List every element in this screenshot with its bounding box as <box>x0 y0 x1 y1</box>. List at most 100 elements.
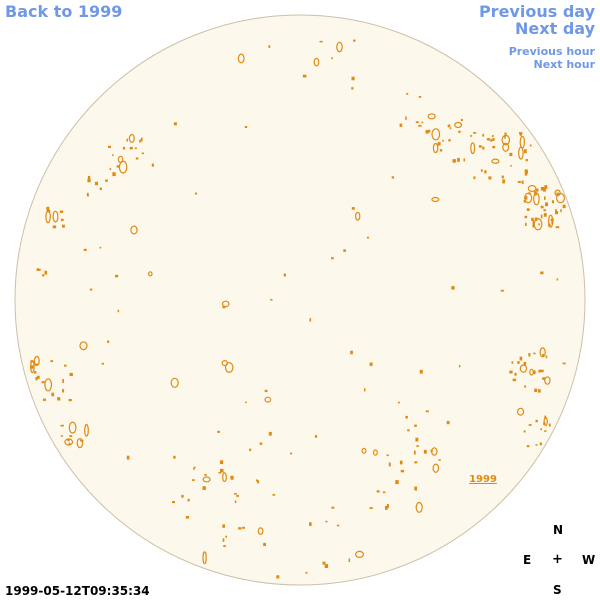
feature-contour-323 <box>202 551 207 565</box>
feature-contour-236 <box>257 527 264 535</box>
next-day-link[interactable]: Next day <box>515 19 595 38</box>
feature-speck-331 <box>526 445 530 448</box>
feature-speck-96 <box>126 138 128 142</box>
feature-contour-27 <box>548 214 554 228</box>
feature-speck-291 <box>500 289 504 292</box>
feature-speck-243 <box>309 522 312 526</box>
feature-speck-253 <box>218 472 221 474</box>
feature-speck-252 <box>249 448 252 451</box>
feature-speck-146 <box>69 435 73 437</box>
feature-speck-284 <box>556 278 559 281</box>
feature-speck-67 <box>491 138 495 141</box>
feature-speck-70 <box>484 170 487 174</box>
feature-speck-213 <box>376 490 380 493</box>
solar-disk <box>14 14 586 586</box>
feature-speck-127 <box>51 392 55 397</box>
feature-contour-299 <box>224 362 234 373</box>
feature-speck-129 <box>50 360 53 363</box>
feature-speck-87 <box>463 158 465 162</box>
feature-contour-19 <box>527 185 537 193</box>
feature-speck-61 <box>492 135 494 138</box>
feature-speck-39 <box>538 223 540 226</box>
feature-speck-79 <box>473 132 477 134</box>
feature-speck-232 <box>222 524 225 528</box>
back-to-year-link[interactable]: Back to 1999 <box>5 2 123 21</box>
feature-speck-222 <box>172 501 175 504</box>
feature-speck-55 <box>482 146 485 150</box>
feature-contour-171 <box>544 376 551 385</box>
year-label-link[interactable]: 1999 <box>469 474 497 485</box>
feature-speck-73 <box>523 149 527 154</box>
feature-speck-226 <box>204 474 207 476</box>
feature-contour-66 <box>518 146 524 160</box>
feature-speck-74 <box>502 179 506 184</box>
feature-contour-131 <box>33 355 40 367</box>
feature-speck-301 <box>223 545 226 547</box>
feature-speck-137 <box>41 381 45 384</box>
feature-speck-241 <box>325 520 328 523</box>
feature-speck-126 <box>62 389 65 393</box>
feature-contour-305 <box>237 53 245 64</box>
feature-speck-168 <box>534 388 538 392</box>
previous-hour-link[interactable]: Previous hour <box>508 45 595 58</box>
feature-speck-81 <box>447 124 451 128</box>
feature-speck-167 <box>524 385 527 388</box>
feature-speck-286 <box>83 248 87 251</box>
feature-speck-45 <box>480 169 483 172</box>
feature-speck-43 <box>504 135 506 139</box>
feature-speck-276 <box>245 401 247 404</box>
feature-speck-17 <box>544 185 548 189</box>
feature-speck-180 <box>544 430 547 432</box>
feature-speck-59 <box>517 181 521 183</box>
feature-speck-247 <box>256 479 258 482</box>
compass-south: S <box>553 583 562 597</box>
feature-speck-308 <box>391 176 395 179</box>
feature-speck-312 <box>369 362 373 366</box>
feature-speck-223 <box>220 460 224 465</box>
feature-contour-287 <box>79 341 88 351</box>
feature-speck-28 <box>525 196 528 200</box>
feature-speck-281 <box>458 365 461 368</box>
feature-speck-106 <box>108 145 111 148</box>
feature-contour-165 <box>519 364 528 373</box>
feature-speck-309 <box>302 74 307 78</box>
feature-speck-189 <box>415 437 419 442</box>
feature-contour-49 <box>501 134 511 146</box>
feature-speck-195 <box>414 461 418 464</box>
feature-speck-177 <box>517 361 520 364</box>
feature-speck-164 <box>523 361 527 365</box>
feature-speck-192 <box>423 449 427 454</box>
compass-east: E <box>523 553 532 567</box>
feature-contour-122 <box>52 210 59 223</box>
feature-speck-259 <box>351 76 355 81</box>
feature-speck-108 <box>122 146 126 150</box>
next-hour-link[interactable]: Next hour <box>533 58 596 71</box>
feature-speck-62 <box>519 132 523 135</box>
feature-speck-135 <box>30 360 34 363</box>
feature-speck-317 <box>264 389 268 393</box>
feature-speck-174 <box>514 372 517 376</box>
feature-speck-279 <box>268 45 271 48</box>
feature-speck-31 <box>528 192 531 195</box>
feature-speck-262 <box>418 96 422 98</box>
feature-speck-107 <box>109 167 112 170</box>
feature-speck-141 <box>42 398 46 401</box>
feature-speck-296 <box>126 455 130 460</box>
feature-speck-183 <box>535 419 538 423</box>
previous-day-link[interactable]: Previous day <box>478 2 595 21</box>
feature-contour-105 <box>118 160 128 174</box>
feature-speck-239 <box>242 526 245 529</box>
feature-speck-256 <box>353 39 356 42</box>
feature-contour-285 <box>431 196 440 203</box>
feature-speck-190 <box>405 415 408 419</box>
feature-speck-155 <box>60 435 63 437</box>
feature-contour-197 <box>432 463 440 473</box>
feature-speck-270 <box>36 268 39 271</box>
feature-speck-136 <box>34 363 38 366</box>
feature-speck-318 <box>230 475 234 480</box>
feature-speck-187 <box>528 424 532 426</box>
feature-speck-210 <box>395 480 399 485</box>
feature-speck-202 <box>446 420 450 425</box>
